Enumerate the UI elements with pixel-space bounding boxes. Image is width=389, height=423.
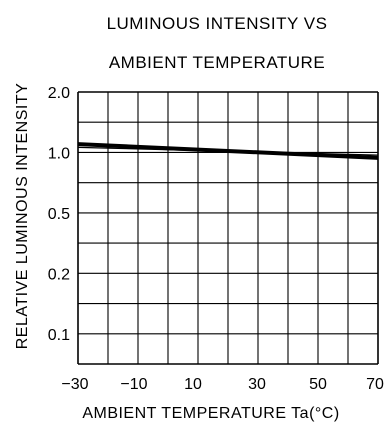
x-tick-label: −10 <box>120 376 147 393</box>
y-tick-label: 0.5 <box>48 206 70 223</box>
x-tick-label: 10 <box>184 376 202 393</box>
y-tick-labels: 2.0 1.0 0.5 0.2 0.1 <box>48 85 70 344</box>
chart-title-line-2: AMBIENT TEMPERATURE <box>109 53 325 72</box>
x-tick-label: 50 <box>309 376 327 393</box>
x-tick-label: −30 <box>61 376 88 393</box>
y-tick-label: 1.0 <box>48 145 70 162</box>
y-tick-label: 0.1 <box>48 327 70 344</box>
grid <box>77 91 379 365</box>
x-tick-label: 30 <box>248 376 266 393</box>
y-tick-label: 0.2 <box>48 266 70 283</box>
x-tick-labels: −30 −10 10 30 50 70 <box>61 376 384 393</box>
series-line-0 <box>77 142 379 160</box>
series-lines <box>77 142 379 160</box>
x-tick-label: 70 <box>366 376 384 393</box>
y-axis-label: RELATIVE LUMINOUS INTENSITY <box>14 83 31 350</box>
x-axis-label: AMBIENT TEMPERATURE Ta(°C) <box>82 405 339 422</box>
chart-title-line-1: LUMINOUS INTENSITY VS <box>107 14 328 33</box>
y-tick-label: 2.0 <box>48 85 70 102</box>
